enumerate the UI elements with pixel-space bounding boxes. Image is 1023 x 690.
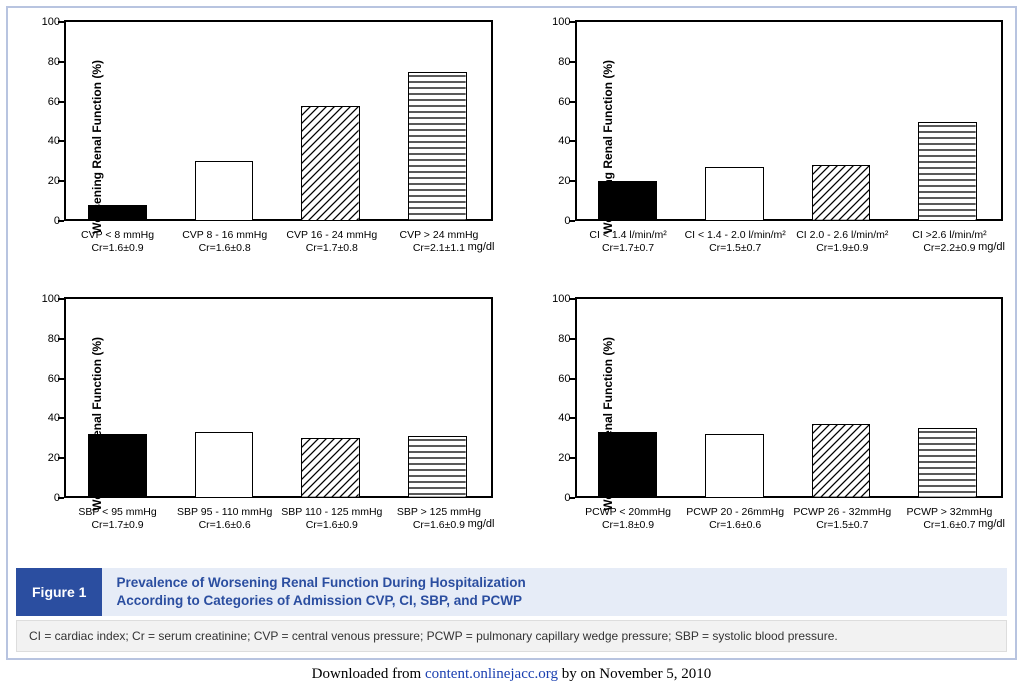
- x-label: SBP 110 - 125 mmHgCr=1.6±0.9: [278, 502, 385, 558]
- x-label: PCWP 20 - 26mmHgCr=1.6±0.6: [682, 502, 789, 558]
- bar: [195, 161, 254, 221]
- download-suffix: by on November 5, 2010: [558, 666, 711, 682]
- download-link[interactable]: content.onlinejacc.org: [425, 666, 558, 682]
- unit-label: mg/dl: [978, 518, 1005, 530]
- x-labels: CI < 1.4 l/min/m²Cr=1.7±0.7CI < 1.4 - 2.…: [575, 225, 1004, 281]
- x-label: CI < 1.4 - 2.0 l/min/m²Cr=1.5±0.7: [682, 225, 789, 281]
- x-label: PCWP < 20mmHgCr=1.8±0.9: [575, 502, 682, 558]
- y-tick-label: 40: [36, 412, 60, 424]
- bar: [918, 122, 977, 222]
- y-tick-label: 40: [547, 412, 571, 424]
- x-label: CI >2.6 l/min/m²Cr=2.2±0.9: [896, 225, 1003, 281]
- x-label: CVP 16 - 24 mmHgCr=1.7±0.8: [278, 225, 385, 281]
- figure-caption-row: Figure 1 Prevalence of Worsening Renal F…: [16, 568, 1007, 616]
- bar: [705, 167, 764, 221]
- plot-area: 020406080100: [575, 20, 1004, 221]
- bar: [88, 205, 147, 221]
- bar: [812, 424, 871, 498]
- y-tick-label: 60: [547, 373, 571, 385]
- figure-tag: Figure 1: [16, 568, 102, 616]
- y-tick-label: 100: [36, 16, 60, 28]
- x-label: PCWP > 32mmHgCr=1.6±0.7: [896, 502, 1003, 558]
- panel-cvp: Worsening Renal Function (%)020406080100…: [16, 16, 497, 281]
- bar: [812, 165, 871, 221]
- panel-ci: Worsening Renal Function (%)020406080100…: [527, 16, 1008, 281]
- x-label: SBP 95 - 110 mmHgCr=1.6±0.6: [171, 502, 278, 558]
- y-tick-label: 80: [547, 56, 571, 68]
- download-prefix: Downloaded from: [312, 666, 425, 682]
- x-labels: CVP < 8 mmHgCr=1.6±0.9CVP 8 - 16 mmHgCr=…: [64, 225, 493, 281]
- figure-container: Worsening Renal Function (%)020406080100…: [6, 6, 1017, 660]
- figure-title: Prevalence of Worsening Renal Function D…: [102, 568, 1007, 616]
- y-tick-label: 80: [547, 333, 571, 345]
- y-tick-label: 0: [36, 492, 60, 504]
- y-tick-label: 100: [547, 16, 571, 28]
- bar: [408, 72, 467, 221]
- y-tick-label: 40: [547, 135, 571, 147]
- x-label: CVP > 24 mmHgCr=2.1±1.1: [385, 225, 492, 281]
- y-tick-label: 0: [36, 215, 60, 227]
- y-tick-label: 0: [547, 492, 571, 504]
- panel-grid: Worsening Renal Function (%)020406080100…: [16, 16, 1007, 558]
- unit-label: mg/dl: [978, 241, 1005, 253]
- x-labels: SBP < 95 mmHgCr=1.7±0.9SBP 95 - 110 mmHg…: [64, 502, 493, 558]
- bar: [301, 438, 360, 498]
- x-label: PCWP 26 - 32mmHgCr=1.5±0.7: [789, 502, 896, 558]
- y-tick-label: 20: [36, 452, 60, 464]
- bar: [598, 432, 657, 498]
- y-tick-label: 20: [36, 175, 60, 187]
- x-label: CVP 8 - 16 mmHgCr=1.6±0.8: [171, 225, 278, 281]
- y-tick-label: 60: [547, 96, 571, 108]
- bar: [195, 432, 254, 498]
- x-label: CI < 1.4 l/min/m²Cr=1.7±0.7: [575, 225, 682, 281]
- bar: [918, 428, 977, 498]
- bar: [408, 436, 467, 498]
- x-label: CI 2.0 - 2.6 l/min/m²Cr=1.9±0.9: [789, 225, 896, 281]
- y-tick-label: 20: [547, 452, 571, 464]
- y-tick-label: 20: [547, 175, 571, 187]
- x-label: CVP < 8 mmHgCr=1.6±0.9: [64, 225, 171, 281]
- y-tick-label: 0: [547, 215, 571, 227]
- figure-abbreviations: CI = cardiac index; Cr = serum creatinin…: [16, 620, 1007, 652]
- plot-area: 020406080100: [64, 20, 493, 221]
- download-note: Downloaded from content.onlinejacc.org b…: [0, 666, 1023, 683]
- x-labels: PCWP < 20mmHgCr=1.8±0.9PCWP 20 - 26mmHgC…: [575, 502, 1004, 558]
- y-tick-label: 80: [36, 56, 60, 68]
- figure-title-line1: Prevalence of Worsening Renal Function D…: [116, 575, 525, 590]
- bar: [705, 434, 764, 498]
- x-label: SBP > 125 mmHgCr=1.6±0.9: [385, 502, 492, 558]
- y-tick-label: 60: [36, 96, 60, 108]
- y-tick-label: 60: [36, 373, 60, 385]
- panel-pcwp: Worsening Renal Function (%)020406080100…: [527, 293, 1008, 558]
- y-tick-label: 80: [36, 333, 60, 345]
- y-tick-label: 100: [547, 293, 571, 305]
- panel-sbp: Worsening Renal Function (%)020406080100…: [16, 293, 497, 558]
- bar: [88, 434, 147, 498]
- x-label: SBP < 95 mmHgCr=1.7±0.9: [64, 502, 171, 558]
- y-tick-label: 40: [36, 135, 60, 147]
- plot-area: 020406080100: [64, 297, 493, 498]
- plot-area: 020406080100: [575, 297, 1004, 498]
- bar: [598, 181, 657, 221]
- unit-label: mg/dl: [468, 241, 495, 253]
- y-tick-label: 100: [36, 293, 60, 305]
- figure-title-line2: According to Categories of Admission CVP…: [116, 593, 522, 608]
- bar: [301, 106, 360, 221]
- unit-label: mg/dl: [468, 518, 495, 530]
